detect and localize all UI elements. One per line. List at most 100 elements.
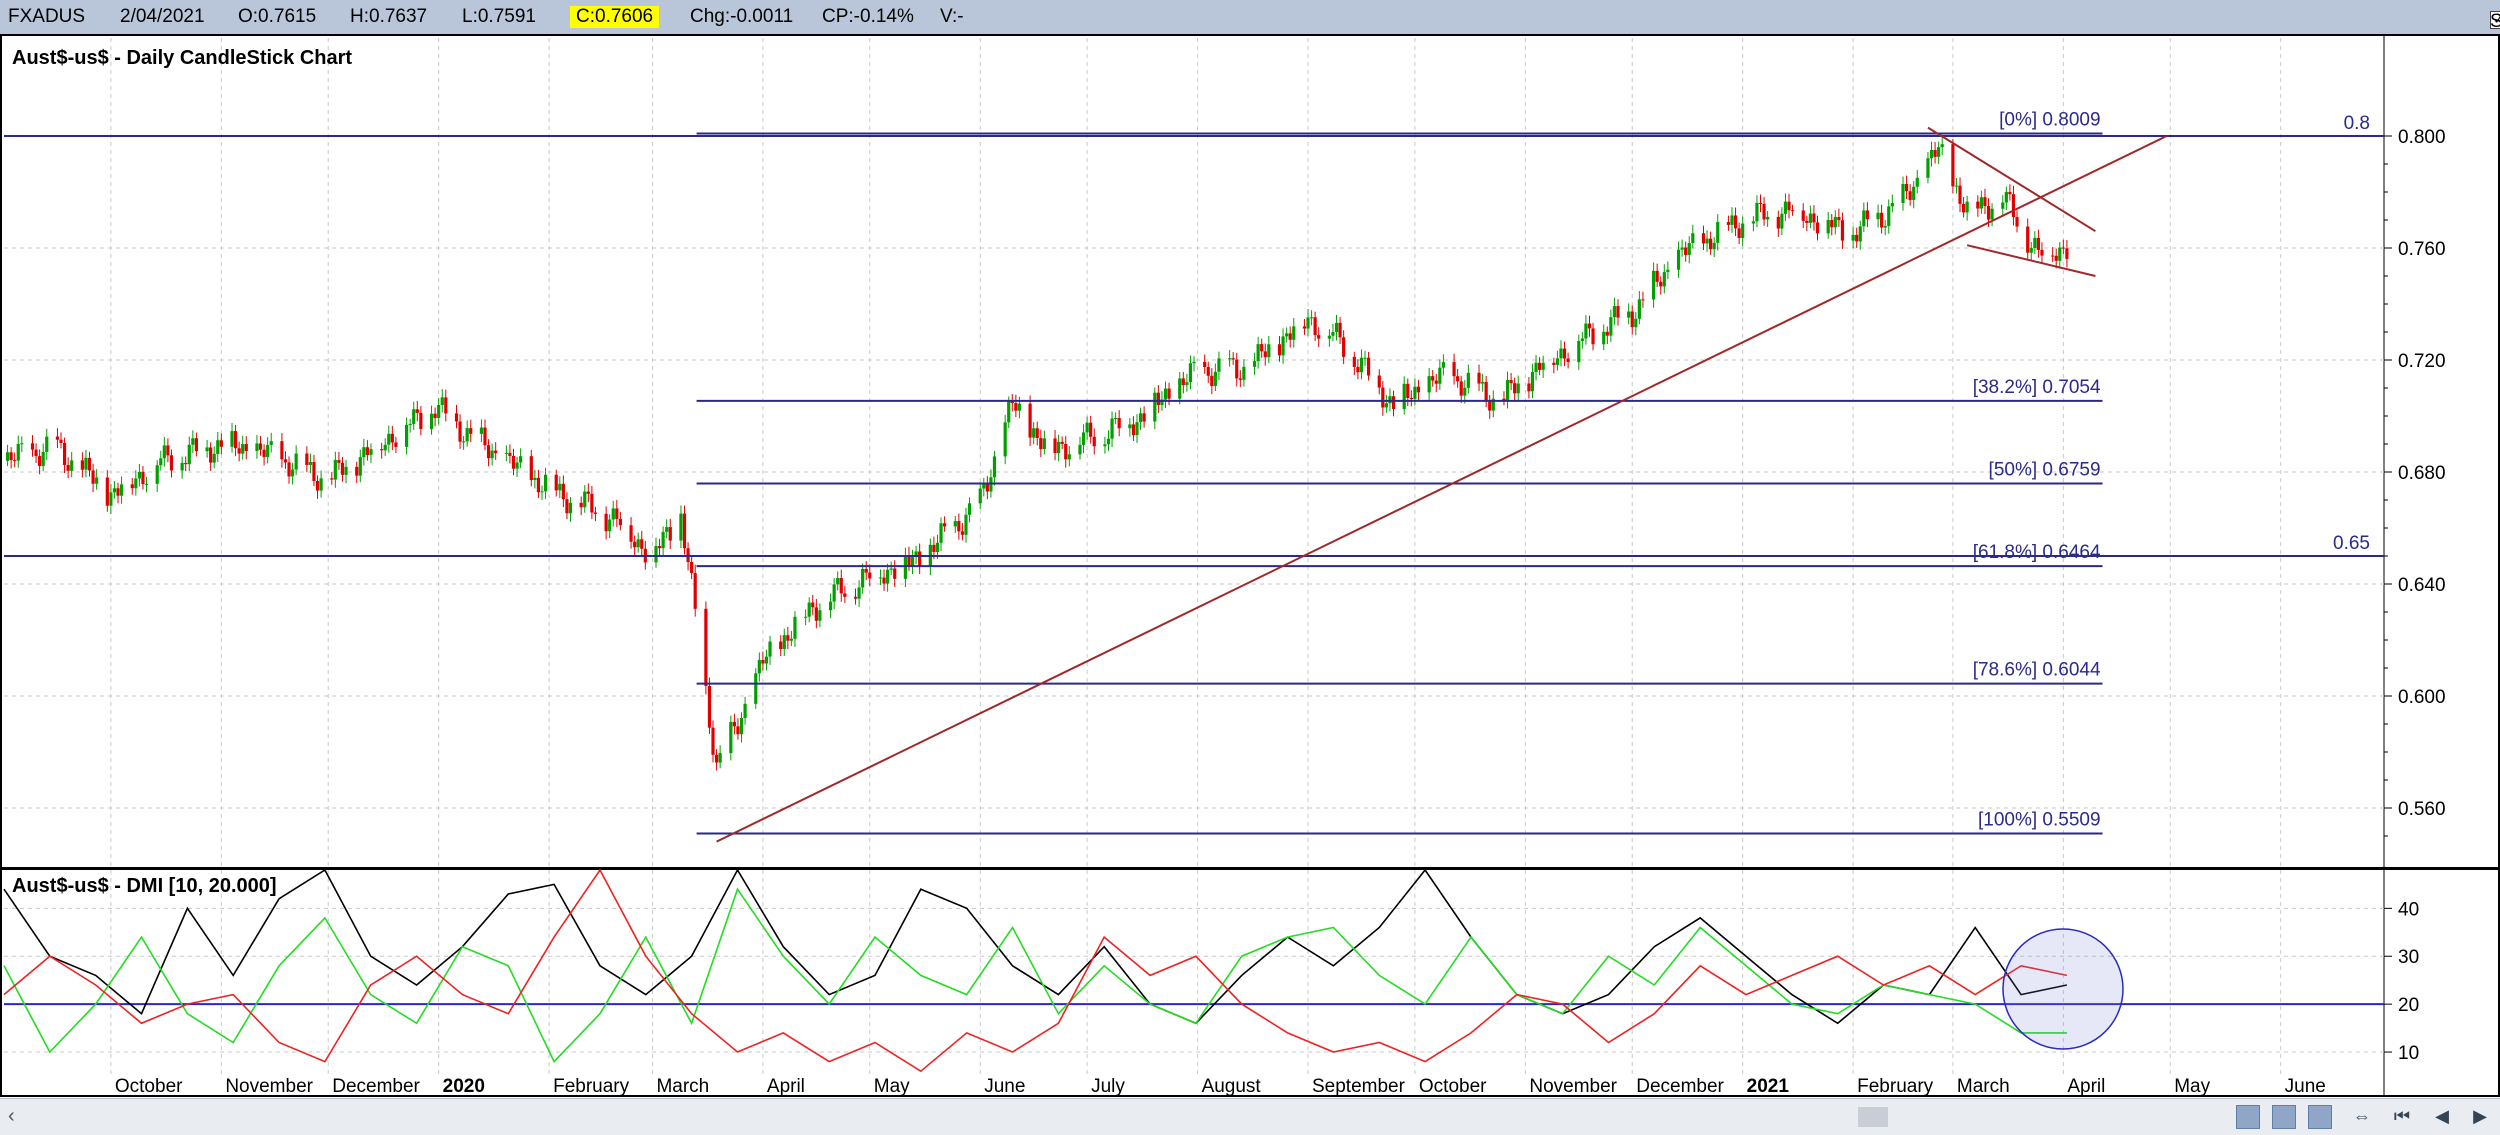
candle-body <box>1534 363 1537 372</box>
candle-body <box>1385 403 1388 407</box>
candle-body <box>1876 213 1879 219</box>
candle-body <box>1360 358 1363 372</box>
candle-body <box>1531 372 1534 391</box>
candle-body <box>1752 221 1755 223</box>
candle-body <box>1061 442 1064 444</box>
scrollbar-thumb[interactable] <box>1858 1107 1888 1127</box>
candle-body <box>662 532 665 548</box>
candle-body <box>1053 438 1056 453</box>
candle-body <box>344 467 347 475</box>
candle-body <box>865 569 868 573</box>
candle-body <box>2030 248 2033 253</box>
x-tick-label: March <box>656 1076 709 1097</box>
candle-body <box>1567 359 1570 363</box>
candle-body <box>1584 324 1587 339</box>
horizontal-line-label: 0.8 <box>2344 113 2370 134</box>
candle-body <box>594 512 597 513</box>
candle-body <box>669 527 672 540</box>
candle-body <box>562 484 565 499</box>
candle-body <box>1442 362 1445 368</box>
candle-body <box>1217 358 1220 371</box>
candle-body <box>505 453 508 454</box>
candle-body <box>141 472 144 484</box>
open-value: O:0.7615 <box>238 6 316 28</box>
candle-body <box>640 539 643 548</box>
candle-body <box>1485 382 1488 402</box>
candle-body <box>1784 202 1787 214</box>
candle-body <box>583 492 586 508</box>
candle-body <box>833 584 836 601</box>
step-back-icon[interactable]: ◀ <box>2428 1103 2456 1129</box>
candle-body <box>1887 206 1890 226</box>
candle-body <box>1285 333 1288 336</box>
candle-body <box>1413 387 1416 399</box>
candle-body <box>1392 396 1395 409</box>
candle-body <box>31 443 34 449</box>
candle-body <box>1901 184 1904 203</box>
candle-body <box>1727 222 1730 225</box>
candle-body <box>729 722 732 753</box>
scroll-left-icon[interactable]: ‹ <box>8 1105 15 1128</box>
zoom-fit-icon[interactable] <box>2308 1105 2332 1129</box>
candle-body <box>2012 194 2015 217</box>
y-tick-label: 0.800 <box>2398 127 2446 148</box>
candle-body <box>2005 192 2008 203</box>
candle-body <box>84 458 87 470</box>
date-label: 2/04/2021 <box>120 6 205 28</box>
candle-body <box>494 451 497 454</box>
candle-body <box>1139 413 1142 422</box>
candle-body <box>1616 306 1619 318</box>
candle-body <box>979 489 982 504</box>
candle-body <box>405 425 408 447</box>
candle-body <box>840 578 843 593</box>
go-first-icon[interactable]: ⏮ <box>2388 1103 2416 1129</box>
candle-body <box>1403 384 1406 409</box>
candle-body <box>1043 438 1046 449</box>
candle-body <box>608 519 611 531</box>
candle-body <box>159 458 162 465</box>
candle-body <box>366 447 369 455</box>
x-tick-label: October <box>115 1076 183 1097</box>
candle-body <box>1164 389 1167 400</box>
candle-body <box>1812 213 1815 222</box>
x-tick-label: February <box>1857 1076 1934 1097</box>
candle-body <box>1852 235 1855 241</box>
candle-body <box>1029 404 1032 438</box>
step-forward-icon[interactable]: ▶ <box>2466 1103 2494 1129</box>
candle-body <box>986 484 989 491</box>
zoom-out-icon[interactable] <box>2272 1105 2296 1129</box>
candle-body <box>17 444 20 461</box>
candle-body <box>1841 220 1844 240</box>
candle-body <box>1118 418 1121 428</box>
zoom-in-icon[interactable] <box>2236 1105 2260 1129</box>
candle-body <box>45 437 48 452</box>
candle-body <box>145 484 148 485</box>
highlight-circle <box>2003 929 2123 1049</box>
candle-body <box>1153 393 1156 422</box>
candle-body <box>633 542 636 547</box>
candle-body <box>387 434 390 445</box>
candle-body <box>1862 210 1865 226</box>
candle-body <box>1909 191 1912 200</box>
candle-body <box>1381 388 1384 408</box>
candle-body <box>1143 413 1146 421</box>
chart-area[interactable]: October November December 2020 February March… <box>0 34 2500 1098</box>
candle-body <box>241 444 244 454</box>
candle-body <box>1278 344 1281 355</box>
candle-body <box>555 475 558 491</box>
candle-body <box>255 443 258 451</box>
candle-body <box>982 484 985 488</box>
expand-icon[interactable]: ⇔ <box>2348 1103 2376 1129</box>
candle-body <box>1730 215 1733 224</box>
candle-body <box>1068 454 1071 459</box>
candle-body <box>287 462 290 476</box>
candle-body <box>355 467 358 476</box>
candle-body <box>1777 217 1780 229</box>
candle-body <box>1542 363 1545 370</box>
candle-body <box>1933 150 1936 157</box>
x-tick-label: June <box>984 1076 1025 1097</box>
dmi-y-tick-label: 30 <box>2398 947 2419 968</box>
candle-body <box>430 414 433 429</box>
candle-body <box>205 447 208 451</box>
candle-body <box>394 442 397 446</box>
